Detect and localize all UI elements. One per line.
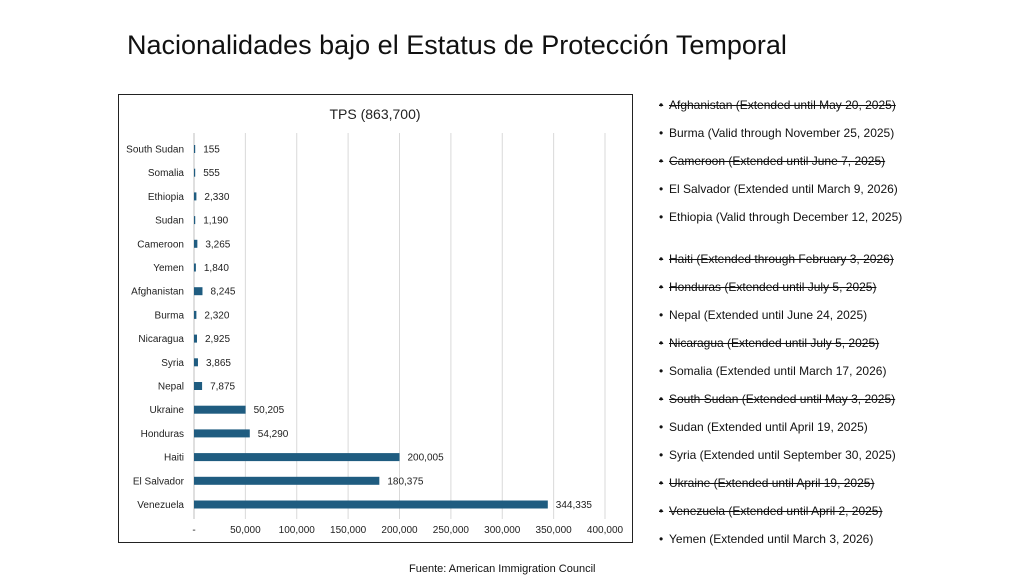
data-label: 54,290 [258, 429, 289, 440]
status-list-item: Nepal (Extended until June 24, 2025) [655, 308, 914, 323]
status-list-item: Yemen (Extended until March 3, 2026) [655, 532, 914, 547]
status-item-text: Burma (Valid through November 25, 2025) [669, 126, 895, 140]
bar [194, 500, 548, 509]
chart-title: TPS (863,700) [329, 106, 420, 122]
x-tick-label: 100,000 [279, 525, 316, 536]
status-list-item: South Sudan (Extended until May 3, 2025) [655, 392, 914, 407]
data-label: 50,205 [254, 405, 285, 416]
status-list-item: Cameroon (Extended until June 7, 2025) [655, 154, 914, 169]
category-label: Yemen [153, 263, 184, 274]
bar [194, 192, 197, 201]
tps-bar-chart: TPS (863,700) - 50,000 100,000 150,000 200,00… [126, 106, 624, 536]
category-label: Cameroon [137, 239, 184, 250]
category-label: Afghanistan [131, 287, 184, 298]
chart-frame: TPS (863,700) - 50,000 100,000 150,000 200,00… [118, 94, 633, 543]
category-label: Ukraine [150, 405, 185, 416]
x-tick-label: 350,000 [536, 525, 573, 536]
data-label: 2,925 [205, 334, 230, 345]
data-label: 2,320 [204, 310, 229, 321]
bar [194, 216, 196, 225]
x-tick-label: 250,000 [433, 525, 470, 536]
category-label: Venezuela [137, 500, 184, 511]
data-label: 1,840 [204, 263, 229, 274]
status-list-item: Afghanistan (Extended until May 20, 2025… [655, 98, 914, 113]
status-item-text: Afghanistan (Extended until May 20, 2025… [669, 98, 896, 112]
bar [194, 310, 197, 319]
status-item-text: El Salvador (Extended until March 9, 202… [669, 182, 898, 196]
bar [194, 239, 198, 248]
x-tick-label: 150,000 [330, 525, 367, 536]
bar [194, 429, 250, 438]
bar [194, 145, 196, 153]
bar [194, 405, 246, 414]
x-tick-label: 50,000 [230, 525, 261, 536]
status-list-item: Ukraine (Extended until April 19, 2025) [655, 476, 914, 491]
status-item-text: Yemen (Extended until March 3, 2026) [669, 532, 874, 546]
bar [194, 263, 196, 272]
status-list-item: Syria (Extended until September 30, 2025… [655, 448, 914, 463]
status-list-item: Sudan (Extended until April 19, 2025) [655, 420, 914, 435]
bar [194, 382, 203, 390]
status-list-item: Burma (Valid through November 25, 2025) [655, 126, 914, 141]
bar [194, 287, 203, 296]
category-label: Nicaragua [138, 334, 184, 345]
data-label: 3,865 [206, 358, 231, 369]
category-label: Somalia [148, 168, 185, 179]
data-label: 155 [203, 145, 220, 156]
category-label: Sudan [155, 216, 184, 227]
bar [194, 453, 400, 462]
category-label: South Sudan [126, 145, 184, 156]
status-item-text: Ethiopia (Valid through December 12, 202… [669, 210, 903, 224]
x-tick-label: 400,000 [587, 525, 624, 536]
status-list-item: El Salvador (Extended until March 9, 202… [655, 182, 914, 197]
status-list-item: Somalia (Extended until March 17, 2026) [655, 364, 914, 379]
status-list-item: Nicaragua (Extended until July 5, 2025) [655, 336, 914, 351]
bar [194, 168, 196, 177]
bar [194, 476, 380, 485]
category-label: Burma [155, 310, 185, 321]
status-item-text: Somalia (Extended until March 17, 2026) [669, 364, 887, 378]
x-tick-label: - [192, 525, 195, 536]
status-item-text: Sudan (Extended until April 19, 2025) [669, 420, 868, 434]
status-item-text: Nepal (Extended until June 24, 2025) [669, 308, 868, 322]
data-label: 200,005 [408, 453, 445, 464]
status-item-text: Cameroon (Extended until June 7, 2025) [669, 154, 886, 168]
x-tick-label: 200,000 [381, 525, 418, 536]
status-list-item: Honduras (Extended until July 5, 2025) [655, 280, 914, 295]
status-item-text: Ukraine (Extended until April 19, 2025) [669, 476, 875, 490]
status-item-text: South Sudan (Extended until May 3, 2025) [669, 392, 896, 406]
status-list-item: Haiti (Extended through February 3, 2026… [655, 252, 914, 267]
data-label: 2,330 [204, 192, 229, 203]
status-list-item: Ethiopia (Valid through December 12, 202… [655, 210, 914, 225]
status-item-text: Honduras (Extended until July 5, 2025) [669, 280, 877, 294]
data-label: 180,375 [387, 476, 424, 487]
bar [194, 334, 198, 343]
category-label: Nepal [158, 382, 184, 393]
status-item-text: Venezuela (Extended until April 2, 2025) [669, 504, 883, 518]
category-label: Haiti [164, 453, 184, 464]
data-label: 555 [203, 168, 220, 179]
data-label: 7,875 [210, 382, 235, 393]
status-item-text: Nicaragua (Extended until July 5, 2025) [669, 336, 880, 350]
status-list-item: Venezuela (Extended until April 2, 2025) [655, 504, 914, 519]
x-tick-label: 300,000 [484, 525, 521, 536]
status-item-text: Syria (Extended until September 30, 2025… [669, 448, 896, 462]
source-caption: Fuente: American Immigration Council [409, 563, 596, 575]
category-label: Honduras [141, 429, 184, 440]
slide-title: Nacionalidades bajo el Estatus de Protec… [127, 30, 787, 60]
category-label: Ethiopia [148, 192, 185, 203]
data-label: 344,335 [556, 500, 593, 511]
category-label: El Salvador [133, 476, 185, 487]
data-label: 3,265 [205, 239, 230, 250]
bar [194, 358, 198, 367]
status-item-text: Haiti (Extended through February 3, 2026… [669, 252, 894, 266]
data-label: 1,190 [203, 216, 228, 227]
data-label: 8,245 [210, 287, 235, 298]
category-label: Syria [161, 358, 184, 369]
